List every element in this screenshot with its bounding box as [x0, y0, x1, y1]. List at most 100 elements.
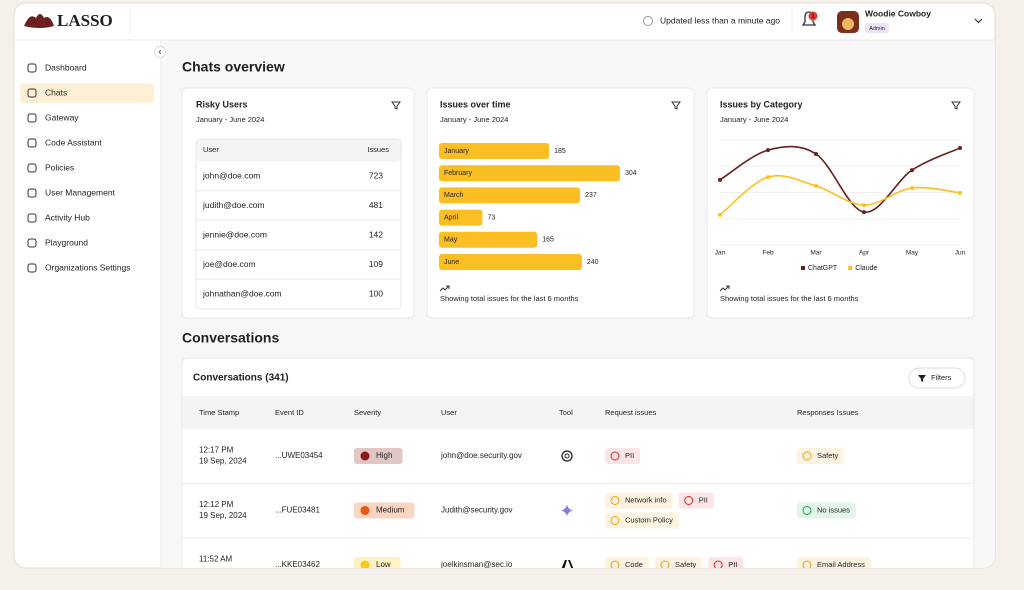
refresh-icon[interactable]: [643, 16, 653, 26]
legend-label: ChatGPT: [808, 265, 838, 272]
card-footer: Showing total issues for the last 6 mont…: [440, 294, 579, 303]
sidebar-icon: [27, 263, 37, 273]
line-point: [958, 190, 962, 195]
filter-icon[interactable]: [391, 101, 401, 110]
bar-category: April: [444, 214, 458, 221]
issue-count: 100: [369, 288, 383, 298]
chip-icon: [802, 506, 812, 515]
bar-category: May: [444, 237, 458, 244]
chip-icon: [610, 496, 620, 505]
filter-icon[interactable]: [671, 101, 681, 110]
legend-swatch: [801, 266, 805, 270]
chip-bg: [797, 557, 871, 568]
collapse-button[interactable]: [154, 46, 166, 58]
user-email: joe@doe.com: [202, 259, 256, 269]
sidebar-item[interactable]: Playground: [45, 237, 88, 247]
chip-icon: [610, 516, 620, 525]
issue-chip: PII: [678, 492, 714, 509]
user: Judith@security.gov: [441, 506, 513, 515]
line-series: [719, 174, 961, 216]
issue-chip: No issues: [797, 502, 856, 519]
line-point: [910, 185, 914, 190]
sidebar-icon: [27, 213, 37, 223]
sidebar-item[interactable]: Activity Hub: [45, 212, 90, 222]
line-point: [958, 146, 962, 151]
bar-value-label: 73: [487, 214, 495, 221]
chip-label: Code: [625, 560, 643, 569]
chip-group: Safety: [797, 448, 845, 464]
chip-label: PII: [699, 495, 708, 504]
sidebar-item[interactable]: Dashboard: [45, 62, 87, 72]
bar-category: January: [444, 148, 469, 155]
event-id: ...FUE03481: [275, 506, 320, 515]
sidebar-item[interactable]: Gateway: [45, 112, 79, 122]
line-point: [718, 212, 722, 217]
column-header: Tool: [559, 408, 573, 417]
filter-icon[interactable]: [951, 101, 961, 110]
conversations-card: [181, 357, 975, 568]
table-header: User: [203, 145, 219, 154]
date: 19 Sep, 2024: [199, 511, 247, 520]
line-point: [766, 148, 770, 153]
line-point: [862, 203, 866, 208]
card-title: Issues by Category: [720, 99, 803, 109]
sidebar-item[interactable]: Chats: [45, 87, 67, 97]
sidebar-icon: [27, 188, 37, 198]
chip-label: No issues: [817, 505, 850, 514]
user-menu-chevron[interactable]: [974, 18, 983, 24]
user-role: Admin: [869, 26, 885, 32]
section-title: Conversations: [182, 330, 279, 346]
bar-value-label: 237: [585, 192, 597, 199]
chip-icon: [802, 451, 812, 461]
sidebar-item[interactable]: Policies: [45, 162, 74, 172]
severity-dot: [360, 451, 370, 461]
brand: LASSO: [57, 11, 113, 30]
chip-group: Network info PII Custom Policy: [605, 492, 714, 529]
issue-count: 109: [369, 259, 383, 269]
bar: [439, 231, 538, 248]
chip-label: PII: [728, 560, 737, 569]
severity-bg: [354, 502, 415, 519]
user-email: johnathan@doe.com: [202, 288, 282, 298]
time: 12:17 PM: [199, 446, 234, 455]
role-badge: [865, 23, 889, 33]
issue-chip: Code: [605, 557, 649, 569]
column-header: Responses Issues: [797, 408, 859, 417]
column-header: Time Stamp: [199, 408, 239, 417]
filters-button[interactable]: [908, 367, 966, 389]
severity-badge: Medium: [354, 502, 415, 519]
chip-label: Network info: [625, 495, 667, 504]
legend-label: Claude: [855, 265, 877, 272]
table-border: [195, 138, 402, 310]
severity-label: Low: [376, 560, 391, 569]
chip-group: No issues: [797, 502, 856, 519]
bar-value-label: 185: [554, 148, 566, 155]
chip-bg: [708, 557, 744, 568]
user-email: judith@doe.com: [202, 200, 265, 210]
chip-bg: [605, 448, 641, 464]
logo-hat: [24, 14, 54, 28]
tool-icon: [561, 504, 573, 517]
issue-chip: PII: [708, 557, 744, 569]
sidebar-item[interactable]: Code Assistant: [45, 137, 102, 147]
user-name: Woodie Cowboy: [865, 8, 931, 18]
bar-category: March: [444, 192, 464, 199]
chip-label: Custom Policy: [625, 515, 673, 524]
severity-badge: High: [354, 448, 403, 464]
card: [706, 87, 975, 319]
bar: [439, 165, 620, 182]
table-title: Conversations (341): [193, 373, 289, 384]
bar-category: February: [444, 170, 473, 177]
chip-group: Email Address: [797, 557, 871, 568]
sidebar-item[interactable]: Organizations Settings: [45, 262, 131, 272]
issue-chip: Safety: [797, 448, 845, 464]
bar-value-label: 240: [587, 259, 599, 266]
time: 11:52 AM: [199, 555, 233, 564]
tool-icon: [561, 560, 574, 568]
sidebar-item[interactable]: User Management: [45, 187, 116, 197]
card-subtitle: January - June 2024: [720, 115, 788, 124]
chip-icon: [713, 560, 723, 568]
user-email: john@doe.com: [202, 170, 260, 180]
column-header: User: [441, 408, 457, 417]
chip-icon: [610, 451, 620, 461]
